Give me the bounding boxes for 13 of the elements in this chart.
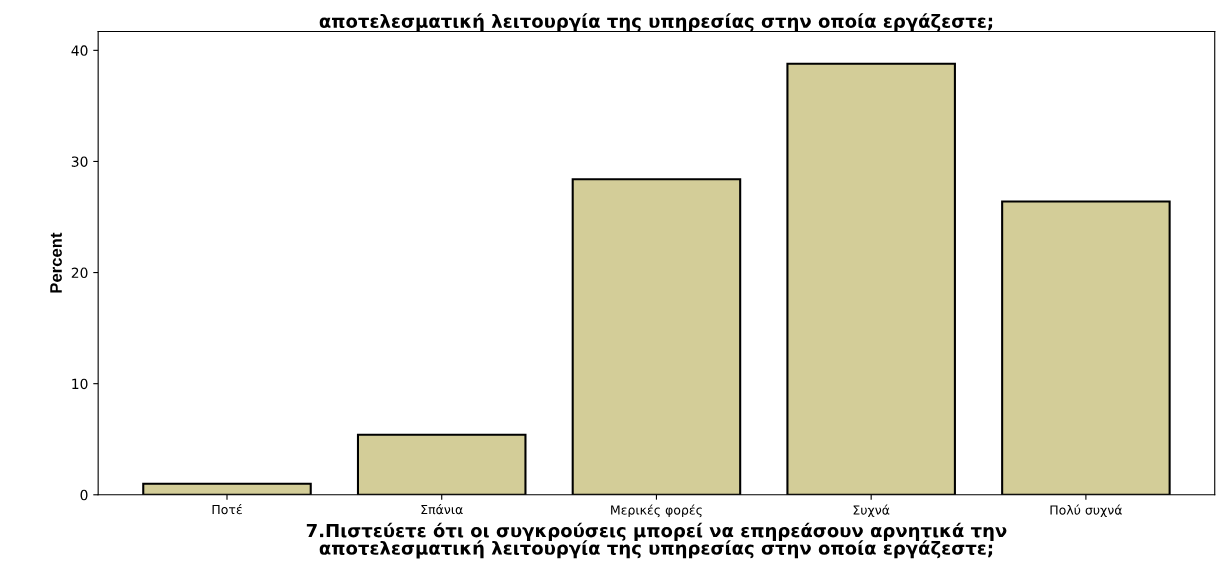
y-tick-label: 0 [80,489,88,501]
x-axis-title: 7.Πιστεύετε ότι οι συγκρούσεις μπορεί να επηρεάσουν αρνητικά την αποτελεσματική λειτουργία της υπηρεσίας στην οποία εργάζεστε; [306,522,1007,559]
x-tick-label: Ποτέ [212,504,242,515]
x-tick-label: Μερικές φορές [611,504,702,518]
y-tick-label: 40 [71,45,88,56]
x-tick-label: Σπάνια [421,504,463,515]
x-tick-label: Πολύ συχνά [1050,504,1122,518]
y-axis-title: Percent [50,232,62,293]
x-tick-label: Συχνά [853,504,890,518]
y-tick-label: 10 [72,378,88,390]
chart-title: αποτελεσματική λειτουργία της υπηρεσίας στην οποία εργάζεστε; [319,13,993,32]
y-tick-label: 30 [71,156,88,167]
y-tick-label: 20 [71,267,88,279]
